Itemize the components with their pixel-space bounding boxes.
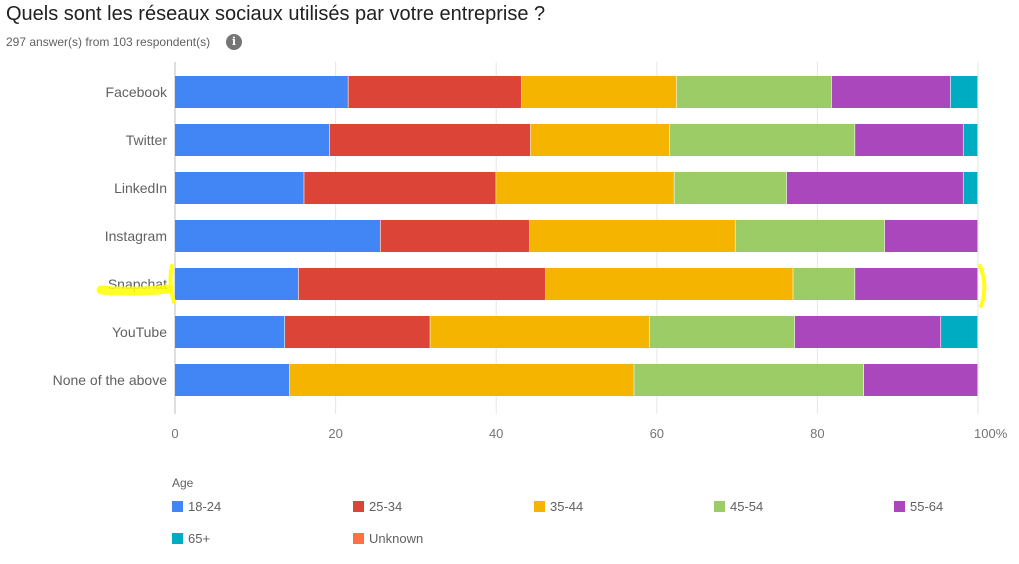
stacked-bar-chart: FacebookTwitterLinkedInInstagramSnapchat… xyxy=(53,62,1008,441)
bar-segment xyxy=(348,76,522,108)
legend-title: Age xyxy=(172,476,194,490)
x-tick-label: 20 xyxy=(328,426,342,441)
bar-segment xyxy=(735,220,885,252)
legend-item[interactable]: 18-24 xyxy=(172,498,221,514)
x-tick-label: 80 xyxy=(810,426,824,441)
bar-segment xyxy=(649,316,795,348)
bar-segment xyxy=(529,220,735,252)
legend-swatch xyxy=(353,500,364,512)
legend-item[interactable]: 25-34 xyxy=(353,498,402,514)
legend-swatch xyxy=(894,500,905,512)
legend-label: 55-64 xyxy=(910,498,944,514)
bar-segment xyxy=(175,316,285,348)
x-tick-label: 100% xyxy=(974,426,1008,441)
bar-segment xyxy=(855,124,963,156)
legend-item[interactable]: 55-64 xyxy=(894,498,943,514)
legend-item[interactable]: 65+ xyxy=(172,530,210,546)
bar-segment xyxy=(674,172,787,204)
bar-segment xyxy=(786,172,963,204)
bar-segment xyxy=(884,220,978,252)
bar-segment xyxy=(963,124,978,156)
bar-segment xyxy=(669,124,855,156)
bar-segment xyxy=(175,268,299,300)
legend-item[interactable]: 35-44 xyxy=(534,498,583,514)
bar-segment xyxy=(863,364,978,396)
highlight-bracket-right xyxy=(978,264,987,308)
bar-segment xyxy=(634,364,864,396)
bar-segment xyxy=(304,172,496,204)
bar-segment xyxy=(545,268,793,300)
legend-label: 25-34 xyxy=(369,498,403,514)
category-label: Instagram xyxy=(105,228,167,244)
bar-segment xyxy=(530,124,670,156)
legend-label: 35-44 xyxy=(550,498,584,514)
legend-swatch xyxy=(714,500,725,512)
bar-segment xyxy=(175,124,330,156)
legend-label: 65+ xyxy=(188,530,211,546)
bar-segment xyxy=(289,364,634,396)
category-label: Twitter xyxy=(126,132,168,148)
category-label: YouTube xyxy=(112,324,167,340)
highlight-bracket-left xyxy=(168,264,176,304)
legend-label: 45-54 xyxy=(730,498,764,514)
legend-item[interactable]: 45-54 xyxy=(714,498,763,514)
bar-segment xyxy=(963,172,978,204)
legend-swatch xyxy=(172,500,183,512)
legend-swatch xyxy=(172,532,183,544)
category-label: Facebook xyxy=(106,84,168,100)
bar-segment xyxy=(298,268,546,300)
x-tick-label: 0 xyxy=(171,426,178,441)
legend-swatch xyxy=(534,500,545,512)
bar-segment xyxy=(175,220,380,252)
bar-segment xyxy=(676,76,832,108)
bar-segment xyxy=(175,76,348,108)
bar-segment xyxy=(329,124,531,156)
subtitle-row: 297 answer(s) from 103 respondent(s) xyxy=(6,33,210,51)
bar-segment xyxy=(950,76,978,108)
bar-segment xyxy=(380,220,530,252)
bar-segment xyxy=(793,268,855,300)
x-tick-label: 60 xyxy=(650,426,664,441)
bar-segment xyxy=(175,172,304,204)
category-label: None of the above xyxy=(53,372,168,388)
bar-segment xyxy=(831,76,951,108)
chart-title: Quels sont les réseaux sociaux utilisés … xyxy=(6,3,546,25)
bar-segment xyxy=(941,316,978,348)
legend-label: Unknown xyxy=(369,530,424,546)
highlight-underline xyxy=(96,284,173,296)
category-label: LinkedIn xyxy=(114,180,167,196)
legend-item[interactable]: Unknown xyxy=(353,530,423,546)
bar-segment xyxy=(855,268,978,300)
bar-segment xyxy=(521,76,677,108)
legend-swatch xyxy=(353,532,364,544)
respondent-count: 297 answer(s) from 103 respondent(s) xyxy=(6,35,211,49)
bar-segment xyxy=(285,316,430,348)
bar-segment xyxy=(496,172,674,204)
bar-segment xyxy=(794,316,941,348)
bar-segment xyxy=(175,364,290,396)
x-tick-label: 40 xyxy=(489,426,503,441)
bar-segment xyxy=(430,316,649,348)
info-icon[interactable]: i xyxy=(226,34,242,50)
legend-label: 18-24 xyxy=(188,498,222,514)
